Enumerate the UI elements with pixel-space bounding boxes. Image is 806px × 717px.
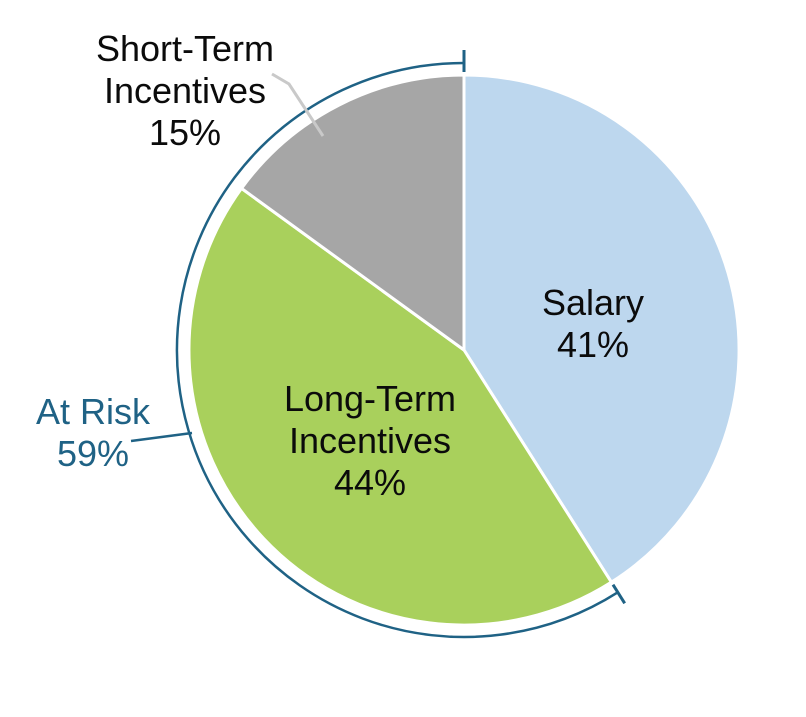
slice-label-short-term-incentives: Short-Term Incentives 15% (35, 28, 335, 154)
long-term-label-line1: Long-Term (283, 378, 457, 419)
slice-label-salary: Salary 41% (468, 282, 718, 366)
long-term-label-line2: Incentives (288, 420, 452, 461)
annotation-label-at-risk: At Risk 59% (3, 391, 183, 475)
long-term-label-percent: 44% (333, 462, 407, 503)
at-risk-leader-line (130, 431, 193, 443)
short-term-label-line1: Short-Term (95, 28, 275, 69)
salary-label-line1: Salary (541, 282, 645, 323)
short-term-label-percent: 15% (148, 112, 222, 153)
pie-slice-long-term-incentives (187, 186, 613, 627)
short-term-leader-line (271, 72, 325, 137)
slice-label-long-term-incentives: Long-Term Incentives 44% (220, 378, 520, 504)
pie-slice-salary (462, 73, 741, 584)
pie-slice-short-term-incentives (240, 73, 466, 352)
short-term-label-line2: Incentives (103, 70, 267, 111)
at-risk-label-line1: At Risk (35, 391, 150, 432)
salary-label-percent: 41% (556, 324, 630, 365)
bracket-end-tick (611, 583, 626, 605)
at-risk-label-percent: 59% (56, 433, 130, 474)
